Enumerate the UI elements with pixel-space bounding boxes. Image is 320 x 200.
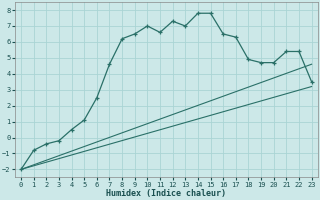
X-axis label: Humidex (Indice chaleur): Humidex (Indice chaleur) xyxy=(106,189,226,198)
